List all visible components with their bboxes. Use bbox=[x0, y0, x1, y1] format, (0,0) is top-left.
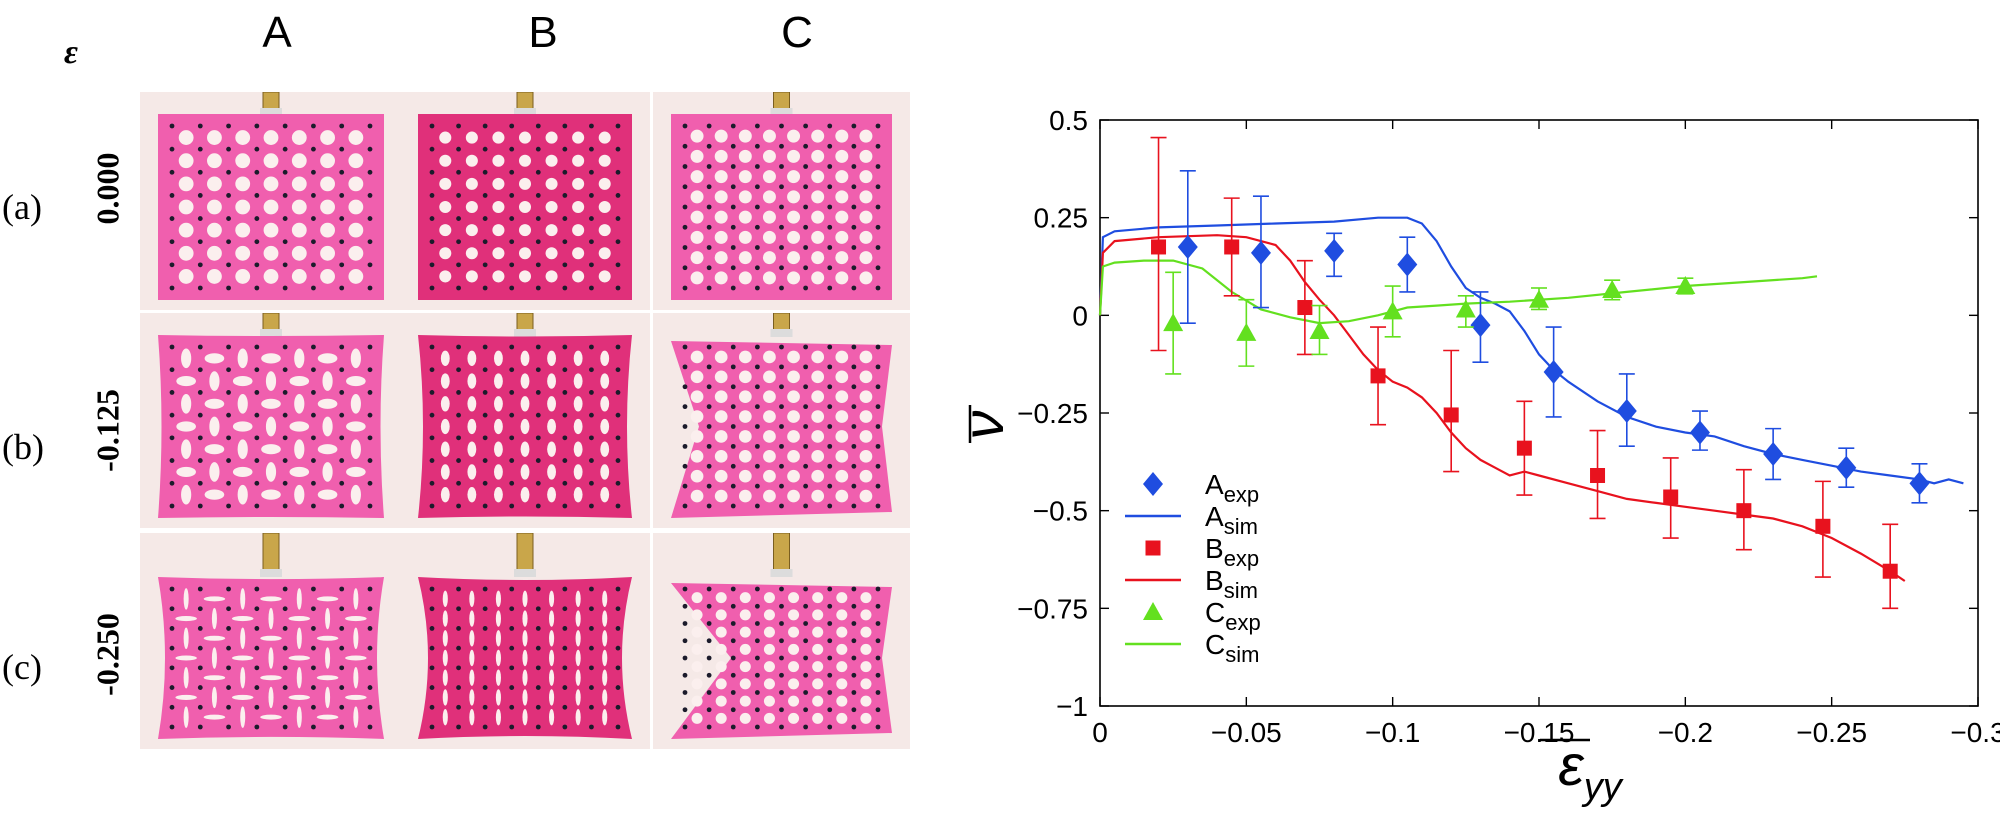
photo-b-2 bbox=[400, 533, 650, 749]
y-tick-label: 0 bbox=[1072, 300, 1088, 331]
exp-point-a bbox=[1250, 240, 1271, 265]
exp-point-b bbox=[1224, 239, 1240, 255]
exp-point-b bbox=[1663, 489, 1679, 505]
exp-point-c bbox=[1455, 299, 1476, 318]
lattice-specimen bbox=[158, 577, 384, 739]
exp-point-b bbox=[1882, 563, 1898, 579]
lattice-specimen bbox=[671, 341, 892, 518]
exp-point-b bbox=[1443, 407, 1459, 423]
exp-point-a bbox=[1543, 359, 1564, 384]
lattice-specimen bbox=[418, 114, 632, 300]
column-header-b: B bbox=[528, 8, 558, 57]
exp-point-a bbox=[1763, 442, 1784, 467]
column-header-a: A bbox=[262, 8, 292, 57]
grip-icon bbox=[260, 313, 282, 337]
exp-point-b bbox=[1151, 239, 1167, 255]
exp-point-a bbox=[1616, 399, 1637, 424]
lattice-specimen bbox=[671, 114, 892, 300]
lattice-specimen bbox=[158, 335, 384, 518]
photo-a-1 bbox=[140, 313, 402, 528]
x-tick-label: −0.2 bbox=[1658, 717, 1713, 748]
photo-a-2 bbox=[140, 533, 402, 749]
legend-marker-b bbox=[1145, 540, 1161, 556]
legend-marker-c bbox=[1143, 602, 1163, 620]
x-tick-label: −0.15 bbox=[1504, 717, 1575, 748]
photo-c-1 bbox=[653, 313, 910, 528]
photo-a-0 bbox=[140, 92, 402, 310]
exp-point-b bbox=[1815, 518, 1831, 534]
exp-point-a bbox=[1836, 455, 1857, 480]
lattice-specimen bbox=[418, 335, 632, 518]
exp-point-a bbox=[1397, 252, 1418, 277]
y-tick-label: −1 bbox=[1056, 691, 1088, 722]
x-axis-label: εyy bbox=[1558, 733, 1624, 808]
grip-icon bbox=[514, 313, 536, 337]
exp-point-c bbox=[1382, 301, 1403, 320]
y-tick-label: 0.5 bbox=[1049, 105, 1088, 136]
exp-point-c bbox=[1163, 313, 1184, 332]
grip-icon bbox=[770, 533, 793, 577]
photo-c-0 bbox=[653, 92, 910, 310]
legend-label: Cexp bbox=[1205, 597, 1261, 635]
y-tick-label: −0.25 bbox=[1017, 398, 1088, 429]
exp-point-c bbox=[1529, 289, 1549, 308]
y-tick-label: 0.25 bbox=[1034, 203, 1089, 234]
epsilon-header: ε bbox=[64, 34, 78, 71]
column-header-c: C bbox=[781, 8, 813, 57]
row-label-c: (c) bbox=[2, 647, 42, 687]
exp-point-a bbox=[1689, 420, 1710, 445]
exp-point-a bbox=[1470, 313, 1491, 338]
exp-point-b bbox=[1516, 440, 1532, 456]
row-label-a: (a) bbox=[2, 187, 42, 227]
exp-point-c bbox=[1602, 279, 1623, 298]
exp-point-b bbox=[1736, 503, 1752, 519]
exp-point-a bbox=[1177, 234, 1198, 259]
lattice-specimen bbox=[418, 577, 632, 739]
y-axis-label: ν bbox=[951, 411, 1016, 440]
x-tick-label: 0 bbox=[1092, 717, 1108, 748]
row-label-b: (b) bbox=[2, 427, 44, 467]
photo-b-0 bbox=[400, 92, 650, 310]
exp-point-c bbox=[1309, 320, 1330, 339]
y-tick-label: −0.5 bbox=[1033, 496, 1088, 527]
grip-icon bbox=[770, 313, 793, 337]
exp-point-a bbox=[1324, 238, 1345, 263]
x-tick-label: −0.1 bbox=[1365, 717, 1420, 748]
grip-icon bbox=[514, 533, 536, 577]
x-tick-label: −0.25 bbox=[1796, 717, 1867, 748]
photo-b-1 bbox=[400, 313, 650, 528]
exp-point-c bbox=[1236, 322, 1257, 341]
photo-c-2 bbox=[653, 533, 910, 749]
exp-point-a bbox=[1909, 471, 1930, 496]
x-tick-label: −0.05 bbox=[1211, 717, 1282, 748]
lattice-specimen bbox=[671, 583, 892, 739]
x-tick-label: −0.3 bbox=[1950, 717, 2000, 748]
legend-marker-a bbox=[1143, 472, 1163, 496]
exp-point-b bbox=[1370, 368, 1386, 384]
exp-point-b bbox=[1590, 468, 1606, 484]
lattice-specimen bbox=[158, 114, 384, 300]
exp-point-b bbox=[1297, 300, 1313, 316]
y-tick-label: −0.75 bbox=[1017, 593, 1088, 624]
grip-icon bbox=[260, 533, 282, 577]
exp-point-c bbox=[1675, 276, 1696, 295]
